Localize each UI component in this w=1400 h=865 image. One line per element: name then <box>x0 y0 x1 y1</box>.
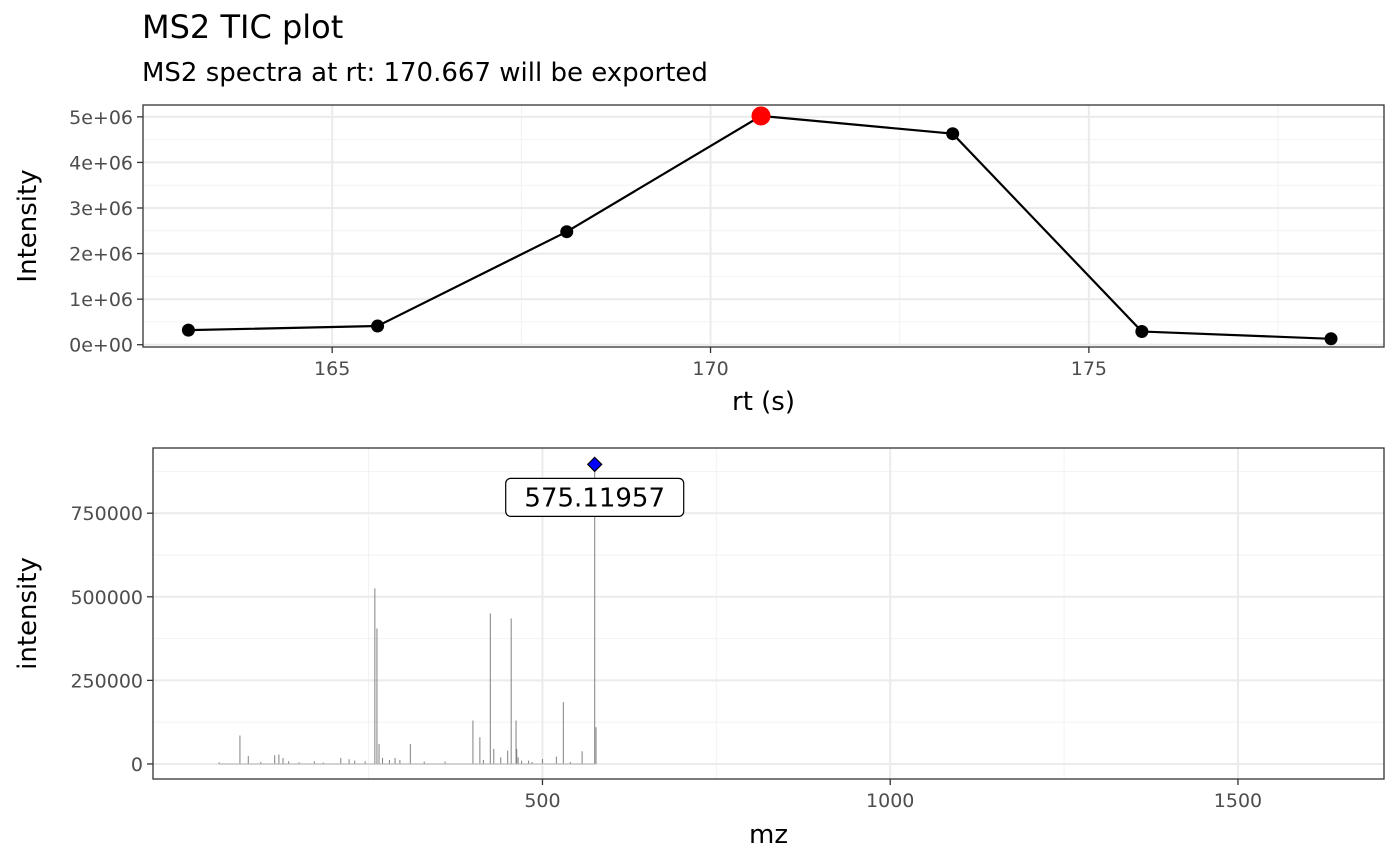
ms2-y-tick-label: 250000 <box>70 670 143 692</box>
ms2-panel-border <box>152 447 1385 780</box>
tic-x-tick-label: 170 <box>692 358 728 380</box>
tic-point <box>181 323 195 337</box>
tic-selected-point <box>751 106 771 126</box>
tic-y-tick-label: 2e+06 <box>69 244 133 266</box>
ms2-panel: 575.11957 500 1000 1500 0 250000 500000 750000 m… <box>13 447 1385 850</box>
tic-y-tick-label: 3e+06 <box>69 198 133 220</box>
tic-panel-border <box>142 104 1385 348</box>
tic-series-line <box>188 114 1332 340</box>
tic-y-tick-label: 1e+06 <box>69 289 133 311</box>
tic-y-tick-label: 5e+06 <box>69 107 133 129</box>
tic-y-tick-label: 4e+06 <box>69 152 133 174</box>
plot-title: MS2 TIC plot <box>142 8 344 46</box>
ms2-peak-label: 575.11957 <box>524 483 665 513</box>
plot-subtitle: MS2 spectra at rt: 170.667 will be expor… <box>142 58 708 88</box>
tic-point <box>371 319 385 333</box>
ms2-y-tick-label: 500000 <box>70 587 143 609</box>
ms2-highlight-marker <box>586 456 603 473</box>
ms2-y-tick-label: 750000 <box>70 503 143 525</box>
tic-x-tick-label: 175 <box>1071 358 1107 380</box>
tic-point <box>1135 325 1149 339</box>
ms2-x-tick-label: 1500 <box>1214 790 1262 812</box>
tic-point <box>946 127 960 141</box>
ms2-peak-label-box <box>505 477 685 517</box>
tic-panel: 165 170 175 0e+00 1e+06 2e+06 3e+06 4e+06 5e+06 r… <box>13 104 1385 417</box>
tic-x-axis-title: rt (s) <box>732 387 795 417</box>
tic-point <box>560 225 574 239</box>
ms2-x-tick-label: 1000 <box>866 790 914 812</box>
ms2-y-axis-title: intensity <box>13 557 43 670</box>
ms2-y-tick-label: 0 <box>131 754 143 776</box>
tic-x-tick-label: 165 <box>314 358 350 380</box>
tic-point <box>1324 332 1338 346</box>
tic-y-axis-title: Intensity <box>13 169 43 282</box>
ms2-x-tick-label: 500 <box>524 790 560 812</box>
ms2-x-axis-title: mz <box>749 820 788 850</box>
tic-y-tick-label: 0e+00 <box>69 335 133 357</box>
